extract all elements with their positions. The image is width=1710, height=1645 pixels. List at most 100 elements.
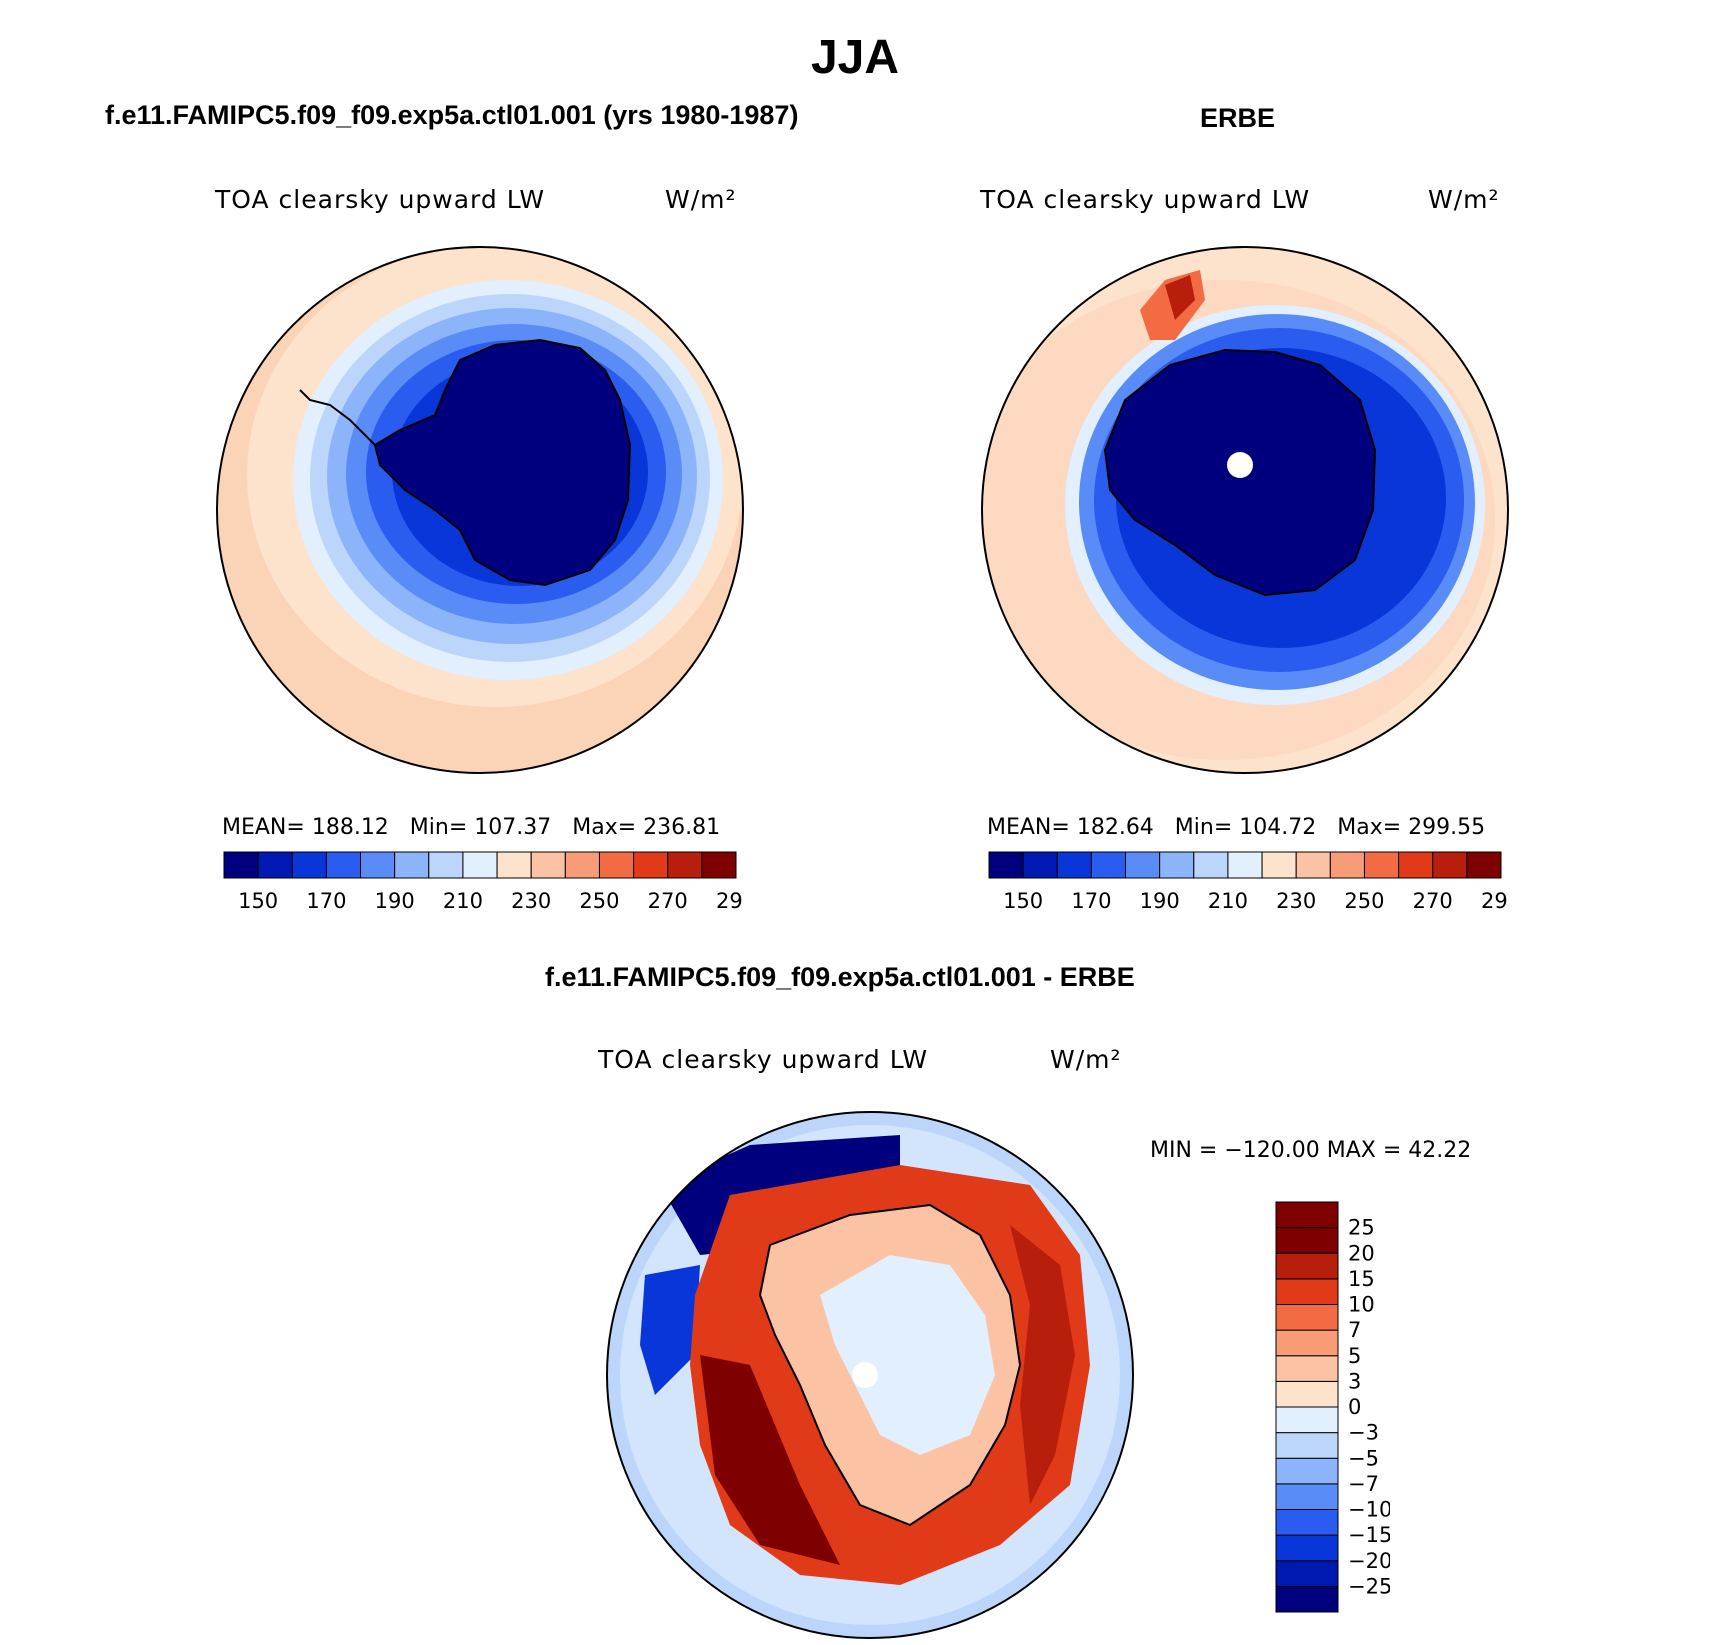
colorbar-swatch: [1275, 1560, 1339, 1587]
colorbar-swatch: [1275, 1509, 1339, 1536]
antarctic-interior: [375, 340, 630, 585]
colorbar-swatch: [1432, 851, 1468, 879]
units-label-diff: W/m²: [1050, 1045, 1122, 1074]
stats-diff: MIN = −120.00 MAX = 42.22: [1150, 1138, 1472, 1163]
colorbar-tick-label: 250: [1344, 889, 1384, 913]
colorbar-tick-label: 20: [1348, 1241, 1375, 1265]
colorbar-tick-label: 230: [511, 889, 551, 913]
colorbar-tick-label: 210: [443, 889, 483, 913]
colorbar-swatch: [988, 851, 1024, 879]
colorbar-model: 150 170 190 210 230 250 270 290: [223, 851, 742, 913]
colorbar-tick-label: 270: [1413, 889, 1453, 913]
colorbar-swatch: [1275, 1329, 1339, 1357]
colorbar-tick-label: 10: [1348, 1293, 1375, 1317]
coastline: [1103, 348, 1377, 597]
colorbar-swatch: [223, 851, 259, 879]
colorbar-tick-label: −3: [1348, 1421, 1379, 1445]
colorbar-swatch: [1275, 1201, 1339, 1229]
colorbar-swatch: [428, 851, 464, 879]
colorbar-swatch: [1090, 851, 1127, 879]
polar-map-diff: [606, 1111, 1134, 1639]
colorbar-swatch: [462, 851, 498, 879]
colorbar-swatch: [1275, 1457, 1339, 1485]
colorbar-swatch: [1056, 851, 1092, 879]
colorbar-tick-label: 290: [1481, 889, 1507, 913]
colorbar-tick-label: 230: [1276, 889, 1316, 913]
colorbar-tick-label: 0: [1348, 1395, 1361, 1419]
units-label-model: W/m²: [665, 185, 737, 214]
colorbar-swatch: [291, 851, 327, 879]
colorbar-swatch: [1275, 1380, 1339, 1408]
colorbar-tick-label: 170: [306, 889, 346, 913]
colorbar-tick-label: −10: [1348, 1498, 1390, 1522]
pole-hole: [852, 1362, 878, 1388]
colorbar-swatch: [325, 851, 362, 879]
colorbar-tick-label: 7: [1348, 1318, 1361, 1342]
colorbar-swatch: [1275, 1483, 1339, 1510]
colorbar-swatch: [496, 851, 532, 879]
panel-title-model: f.e11.FAMIPC5.f09_f09.exp5a.ctl01.001 (y…: [105, 100, 799, 130]
colorbar-swatch: [633, 851, 669, 879]
polar-map-obs: [981, 246, 1509, 774]
colorbar-swatch: [1398, 851, 1434, 879]
colorbar-swatch: [1275, 1227, 1339, 1254]
colorbar-swatch: [1125, 851, 1161, 879]
colorbar-swatch: [1227, 851, 1263, 879]
colorbar-swatch: [1466, 851, 1502, 879]
colorbar-swatch: [1193, 851, 1229, 879]
colorbar-swatch: [1022, 851, 1058, 879]
coastline: [758, 1203, 1022, 1527]
pole-hole: [1227, 452, 1253, 478]
units-label-obs: W/m²: [1428, 185, 1500, 214]
colorbar-swatch: [598, 851, 635, 879]
map-border: [216, 246, 744, 774]
colorbar-swatch: [1295, 851, 1331, 879]
colorbar-swatch: [1275, 1278, 1339, 1305]
variable-label-obs: TOA clearsky upward LW: [980, 185, 1311, 214]
colorbar-swatch: [701, 851, 737, 879]
variable-label-model: TOA clearsky upward LW: [215, 185, 546, 214]
colorbar-swatch: [1275, 1406, 1339, 1434]
colorbar-tick-label: 15: [1348, 1267, 1375, 1291]
colorbar-tick-label: 250: [579, 889, 619, 913]
colorbar-swatch: [1275, 1585, 1339, 1613]
colorbar-tick-label: 25: [1348, 1216, 1375, 1240]
colorbar-tick-label: −25: [1348, 1574, 1390, 1598]
panel-title-obs: ERBE: [1200, 103, 1276, 133]
colorbar-swatch: [1275, 1534, 1339, 1562]
stats-obs: MEAN= 182.64 Min= 104.72 Max= 299.55: [987, 815, 1486, 840]
colorbar-swatch: [394, 851, 430, 879]
colorbar-tick-label: 150: [238, 889, 278, 913]
colorbar-tick-label: 170: [1071, 889, 1111, 913]
coastline: [299, 338, 632, 587]
colorbar-tick-label: 270: [648, 889, 688, 913]
colorbar-swatch: [1275, 1432, 1339, 1459]
colorbar-tick-label: 190: [375, 889, 415, 913]
colorbar-swatch: [1363, 851, 1400, 879]
variable-label-diff: TOA clearsky upward LW: [598, 1045, 929, 1074]
colorbar-swatch: [1275, 1355, 1339, 1382]
panel-title-diff: f.e11.FAMIPC5.f09_f09.exp5a.ctl01.001 - …: [545, 962, 1135, 992]
colorbar-swatch: [1275, 1252, 1339, 1280]
colorbar-tick-label: 190: [1140, 889, 1180, 913]
colorbar-swatch: [564, 851, 600, 879]
colorbar-tick-label: −7: [1348, 1472, 1379, 1496]
colorbar-tick-label: −20: [1348, 1549, 1390, 1573]
colorbar-tick-label: −15: [1348, 1523, 1390, 1547]
colorbar-swatch: [530, 851, 566, 879]
colorbar-tick-label: 210: [1208, 889, 1248, 913]
colorbar-swatch: [1275, 1304, 1339, 1331]
colorbar-tick-label: 150: [1003, 889, 1043, 913]
colorbar-swatch: [360, 851, 396, 879]
colorbar-tick-label: 5: [1348, 1344, 1361, 1368]
colorbar-tick-label: 3: [1348, 1369, 1361, 1393]
colorbar-tick-label: 290: [716, 889, 742, 913]
stats-model: MEAN= 188.12 Min= 107.37 Max= 236.81: [222, 815, 721, 840]
colorbar-obs: 150 170 190 210 230 250 270 290: [988, 851, 1507, 913]
page-title: JJA: [810, 31, 900, 84]
colorbar-swatch: [1159, 851, 1195, 879]
colorbar-swatch: [1329, 851, 1365, 879]
polar-map-model: [216, 246, 744, 774]
colorbar-swatch: [667, 851, 703, 879]
